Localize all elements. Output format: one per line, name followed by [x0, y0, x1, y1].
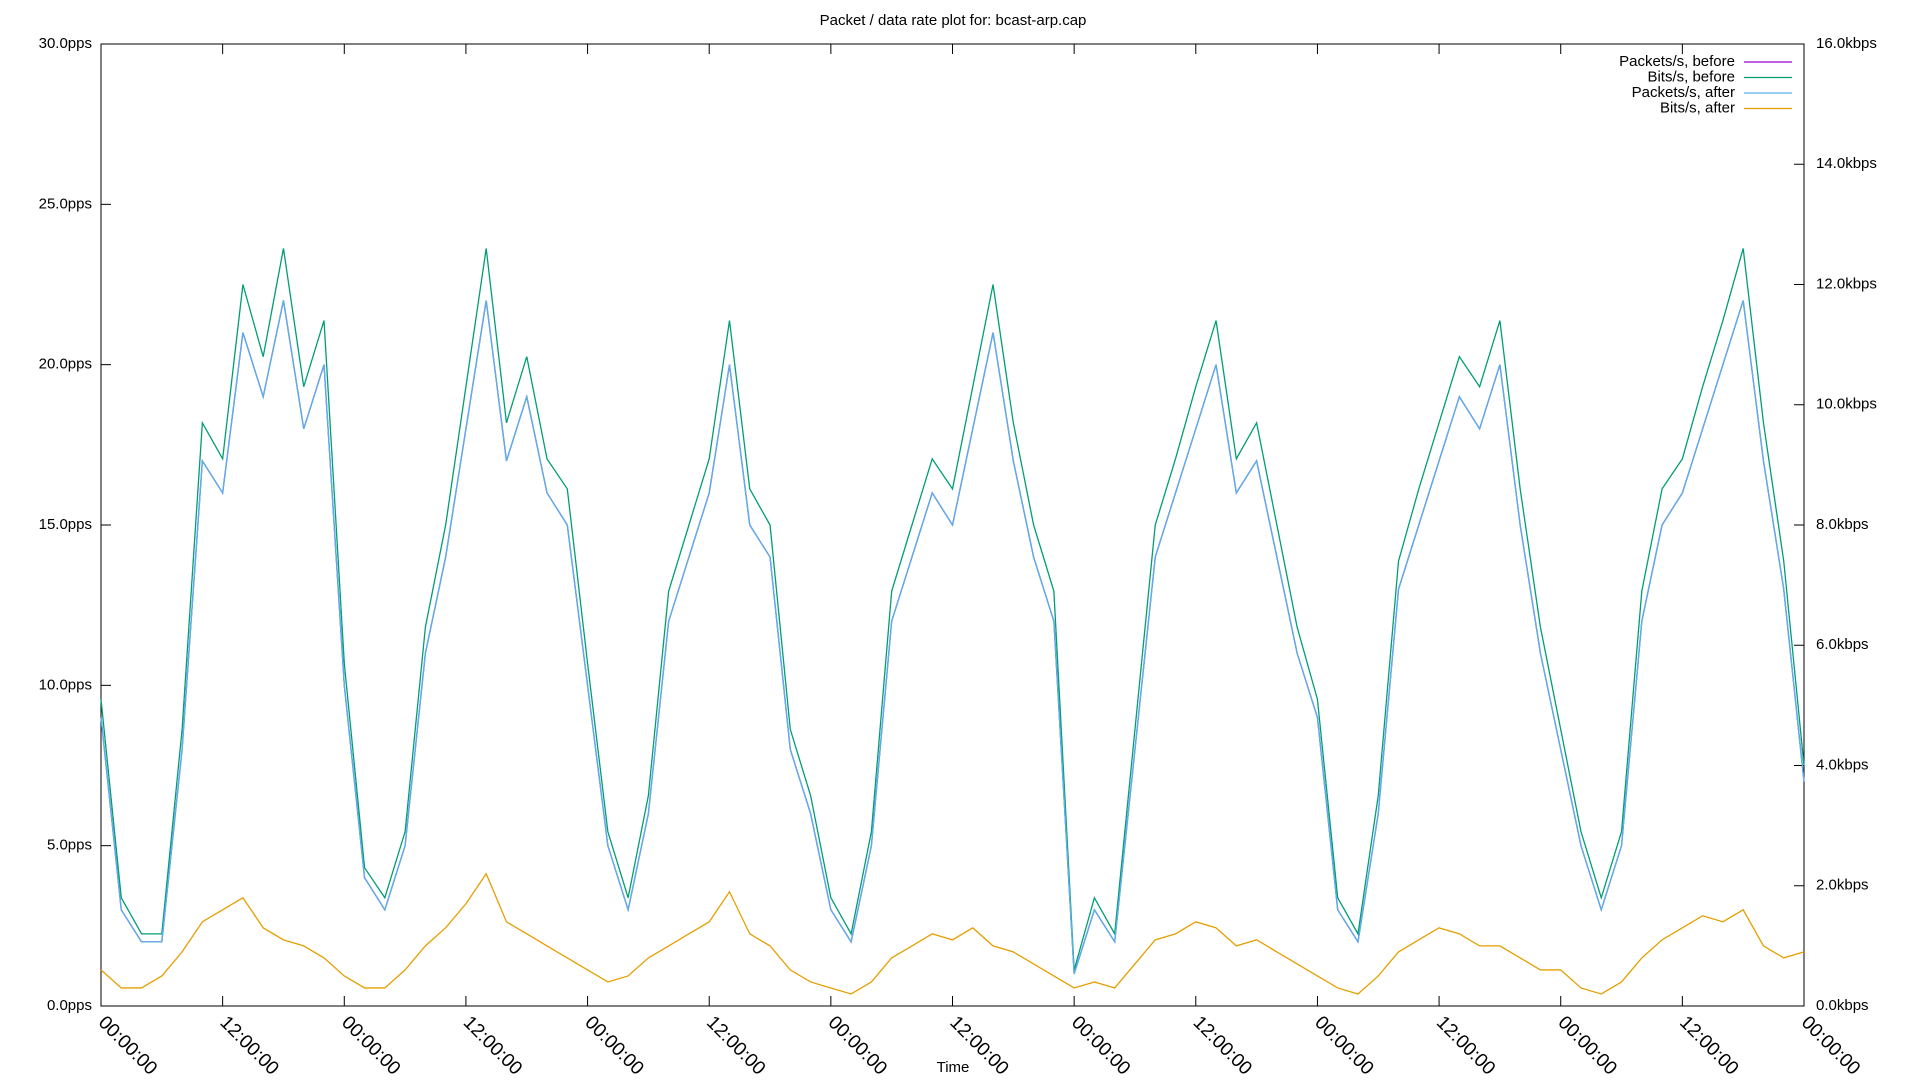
legend-label: Packets/s, after [1632, 84, 1735, 101]
x-tick-label: 12:00:00 [1189, 1012, 1256, 1079]
y2-tick-label: 0.0kbps [1816, 997, 1869, 1014]
x-tick-label: 12:00:00 [216, 1012, 283, 1079]
x-tick-label: 00:00:00 [1554, 1012, 1621, 1079]
y-tick-label: 0.0pps [47, 997, 92, 1014]
y-tick-label: 30.0pps [39, 35, 92, 52]
y-tick-label: 5.0pps [47, 837, 92, 854]
y-tick-label: 15.0pps [39, 516, 92, 533]
legend-label: Packets/s, before [1619, 53, 1735, 70]
y2-tick-label: 10.0kbps [1816, 396, 1877, 413]
y2-tick-label: 6.0kbps [1816, 636, 1869, 653]
y2-tick-label: 2.0kbps [1816, 877, 1869, 894]
y2-tick-label: 12.0kbps [1816, 275, 1877, 292]
legend-label: Bits/s, after [1660, 99, 1735, 116]
series-line [100, 872, 1805, 995]
x-tick-label: 00:00:00 [94, 1012, 161, 1079]
y2-tick-label: 16.0kbps [1816, 35, 1877, 52]
x-axis-label: Time [937, 1059, 970, 1076]
x-tick-label: 12:00:00 [1432, 1012, 1499, 1079]
x-tick-label: 12:00:00 [702, 1012, 769, 1079]
x-tick-label: 00:00:00 [824, 1012, 891, 1079]
x-tick-label: 00:00:00 [1310, 1012, 1377, 1079]
x-tick-label: 12:00:00 [1675, 1012, 1742, 1079]
y2-tick-label: 8.0kbps [1816, 516, 1869, 533]
y2-tick-label: 4.0kbps [1816, 756, 1869, 773]
chart-title: Packet / data rate plot for: bcast-arp.c… [820, 12, 1087, 29]
series-line [100, 300, 1805, 975]
y-tick-label: 20.0pps [39, 356, 92, 373]
x-tick-label: 12:00:00 [459, 1012, 526, 1079]
legend-label: Bits/s, before [1647, 68, 1735, 85]
x-tick-label: 00:00:00 [337, 1012, 404, 1079]
y2-tick-label: 14.0kbps [1816, 155, 1877, 172]
x-tick-label: 00:00:00 [1797, 1012, 1864, 1079]
series-line [100, 300, 1805, 975]
x-tick-label: 00:00:00 [580, 1012, 647, 1079]
series-line [100, 248, 1805, 971]
y-tick-label: 10.0pps [39, 676, 92, 693]
x-tick-label: 00:00:00 [1067, 1012, 1134, 1079]
y-tick-label: 25.0pps [39, 195, 92, 212]
